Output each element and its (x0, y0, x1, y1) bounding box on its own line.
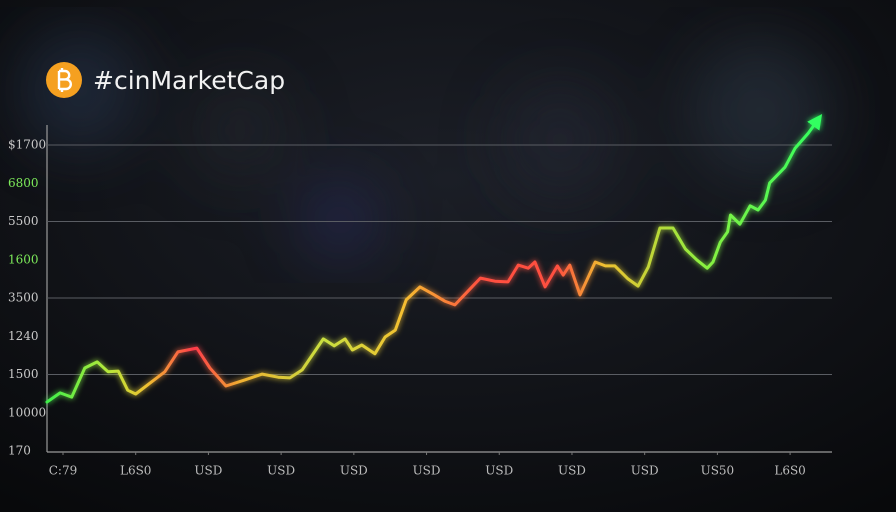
y-tick-label: 10000 (8, 405, 46, 419)
x-tick-label: USD (194, 464, 222, 478)
x-tick-label: C:79 (49, 464, 78, 478)
chart-title: #cinMarketCap (93, 66, 285, 95)
x-tick-label: US50 (701, 464, 735, 478)
y-tick-label: 6800 (8, 176, 39, 190)
y-tick-label: 5500 (8, 214, 39, 228)
x-tick-label: L6S0 (120, 464, 151, 478)
bitcoin-glyph (57, 68, 72, 92)
y-tick-label: 1500 (8, 367, 39, 381)
y-tick-label: $1700 (8, 138, 46, 152)
y-tick-label: 3500 (8, 291, 39, 305)
x-tick-label: USD (267, 464, 295, 478)
y-tick-label: 1240 (8, 329, 39, 343)
x-tick-label: L6S0 (774, 464, 805, 478)
x-tick-label: USD (631, 464, 659, 478)
y-tick-label: 1600 (8, 252, 39, 266)
logo (46, 62, 82, 98)
x-tick-label: USD (340, 464, 368, 478)
bokeh (20, 30, 830, 260)
x-tick-label: USD (558, 464, 586, 478)
line (45, 114, 823, 404)
y-tick-label: 170 (8, 444, 31, 458)
x-tick-label: USD (485, 464, 513, 478)
x-tick-label: USD (413, 464, 441, 478)
